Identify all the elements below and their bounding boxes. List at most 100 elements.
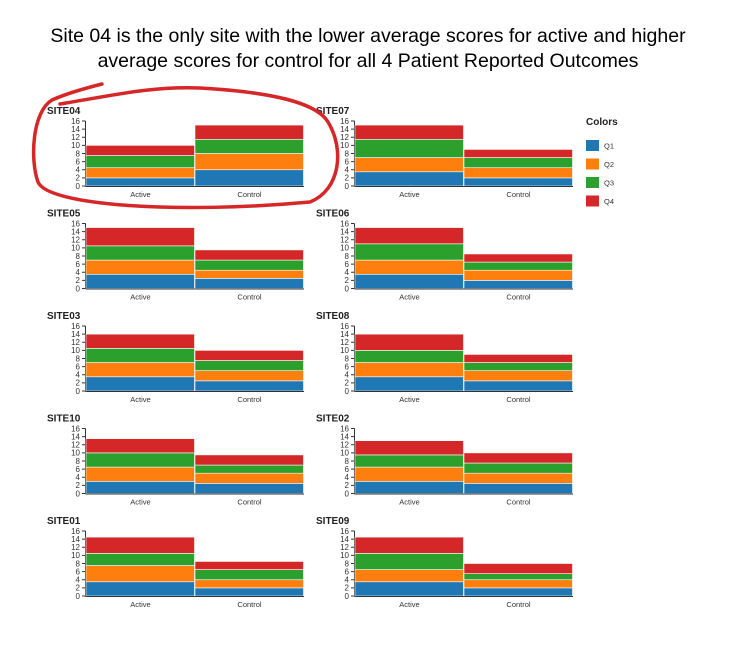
panel-title-site08: SITE08 <box>316 311 350 322</box>
bar-site02-control-q4 <box>463 452 573 464</box>
y-tick-label-site05-2: 2 <box>76 276 81 285</box>
bar-site09-control-q1 <box>463 587 573 597</box>
y-tick-label-site10-2: 2 <box>76 481 81 490</box>
bar-site01-control-q4 <box>194 561 304 570</box>
bar-site05-control-q4 <box>194 249 304 261</box>
y-tick-label-site06-6: 6 <box>345 260 350 269</box>
y-tick-label-site06-0: 0 <box>345 284 350 293</box>
x-tick-label-site08-control: Control <box>506 395 531 404</box>
y-tick-label-site01-4: 4 <box>76 576 81 585</box>
bar-site01-active-q3 <box>85 553 195 566</box>
bar-site04-active-q1 <box>85 177 195 187</box>
y-tick-label-site07-0: 0 <box>345 182 350 191</box>
bar-site01-control-q1 <box>194 587 304 597</box>
bar-site04-control-q2 <box>194 153 304 171</box>
bar-site08-active-q1 <box>354 376 464 392</box>
x-tick-label-site06-active: Active <box>399 293 419 302</box>
y-tick-label-site03-6: 6 <box>76 362 81 371</box>
y-tick-label-site08-4: 4 <box>345 371 350 380</box>
bar-site07-active-q2 <box>354 157 464 173</box>
y-tick-label-site04-2: 2 <box>76 174 81 183</box>
y-tick-label-site05-6: 6 <box>76 260 81 269</box>
legend-label-q2: Q2 <box>604 160 614 169</box>
x-tick-label-site04-control: Control <box>237 190 262 199</box>
x-tick-label-site03-control: Control <box>237 395 262 404</box>
bar-site07-active-q1 <box>354 171 464 187</box>
y-tick-label-site09-8: 8 <box>345 559 350 568</box>
y-tick-label-site10-10: 10 <box>71 449 80 458</box>
y-tick-label-site08-8: 8 <box>345 354 350 363</box>
x-tick-label-site10-control: Control <box>237 498 262 507</box>
y-tick-label-site07-6: 6 <box>345 157 350 166</box>
x-tick-label-site05-control: Control <box>237 293 262 302</box>
panel-title-site05: SITE05 <box>47 209 81 220</box>
bar-site10-control-q3 <box>194 464 304 474</box>
bar-site06-control-q3 <box>463 261 573 271</box>
y-tick-label-site04-12: 12 <box>71 133 80 142</box>
y-tick-label-site10-16: 16 <box>71 424 80 433</box>
bar-site01-control-q3 <box>194 569 304 581</box>
bar-site03-control-q3 <box>194 360 304 371</box>
y-tick-label-site03-14: 14 <box>71 330 80 339</box>
y-tick-label-site02-16: 16 <box>340 424 349 433</box>
bar-site04-active-q4 <box>85 145 195 156</box>
bar-site09-control-q3 <box>463 573 573 581</box>
bar-site02-control-q3 <box>463 462 573 474</box>
bar-site06-control-q1 <box>463 280 573 289</box>
y-tick-label-site01-12: 12 <box>71 543 80 552</box>
bar-site01-control-q2 <box>194 579 304 589</box>
y-tick-label-site06-2: 2 <box>345 276 350 285</box>
bar-site08-control-q3 <box>463 362 573 371</box>
y-tick-label-site01-6: 6 <box>76 567 81 576</box>
bar-site08-control-q4 <box>463 354 573 363</box>
y-tick-label-site01-8: 8 <box>76 559 81 568</box>
bar-site06-active-q3 <box>354 243 464 261</box>
y-tick-label-site08-10: 10 <box>340 346 349 355</box>
y-tick-label-site10-14: 14 <box>71 432 80 441</box>
x-tick-label-site02-active: Active <box>399 498 419 507</box>
x-tick-label-site08-active: Active <box>399 395 419 404</box>
y-tick-label-site04-0: 0 <box>76 182 81 191</box>
x-tick-label-site09-active: Active <box>399 600 419 609</box>
y-tick-label-site07-8: 8 <box>345 149 350 158</box>
bar-site02-control-q1 <box>463 483 573 494</box>
panel-title-site07: SITE07 <box>316 106 350 117</box>
bar-site09-active-q2 <box>354 569 464 583</box>
x-tick-label-site10-active: Active <box>130 498 150 507</box>
y-tick-label-site09-4: 4 <box>345 576 350 585</box>
x-tick-label-site03-active: Active <box>130 395 150 404</box>
y-tick-label-site05-10: 10 <box>71 244 80 253</box>
y-tick-label-site09-14: 14 <box>340 535 349 544</box>
y-tick-label-site07-2: 2 <box>345 174 350 183</box>
bar-site08-active-q2 <box>354 362 464 378</box>
legend-swatch-q3 <box>586 177 599 188</box>
bar-site05-active-q2 <box>85 259 195 275</box>
y-tick-label-site03-8: 8 <box>76 354 81 363</box>
legend-label-q3: Q3 <box>604 179 614 188</box>
y-tick-label-site03-12: 12 <box>71 338 80 347</box>
y-tick-label-site07-14: 14 <box>340 125 349 134</box>
bar-site07-control-q1 <box>463 177 573 187</box>
bar-site01-active-q1 <box>85 581 195 597</box>
legend-label-q1: Q1 <box>604 142 614 151</box>
bar-site03-active-q3 <box>85 348 195 363</box>
bar-site05-active-q1 <box>85 273 195 289</box>
bar-site05-control-q2 <box>194 269 304 279</box>
x-tick-label-site02-control: Control <box>506 498 531 507</box>
x-tick-label-site06-control: Control <box>506 293 531 302</box>
x-tick-label-site05-active: Active <box>130 293 150 302</box>
bar-site09-active-q4 <box>354 536 464 554</box>
y-tick-label-site02-14: 14 <box>340 432 349 441</box>
bar-site04-active-q3 <box>85 155 195 169</box>
y-tick-label-site07-10: 10 <box>340 141 349 150</box>
y-tick-label-site02-2: 2 <box>345 481 350 490</box>
y-tick-label-site10-8: 8 <box>76 457 81 466</box>
y-tick-label-site02-12: 12 <box>340 441 349 450</box>
legend-title: Colors <box>586 117 618 128</box>
bar-site03-active-q2 <box>85 362 195 378</box>
y-tick-label-site05-0: 0 <box>76 284 81 293</box>
x-tick-label-site07-active: Active <box>399 190 419 199</box>
y-tick-label-site03-16: 16 <box>71 322 80 331</box>
y-tick-label-site05-8: 8 <box>76 252 81 261</box>
y-tick-label-site03-2: 2 <box>76 379 81 388</box>
